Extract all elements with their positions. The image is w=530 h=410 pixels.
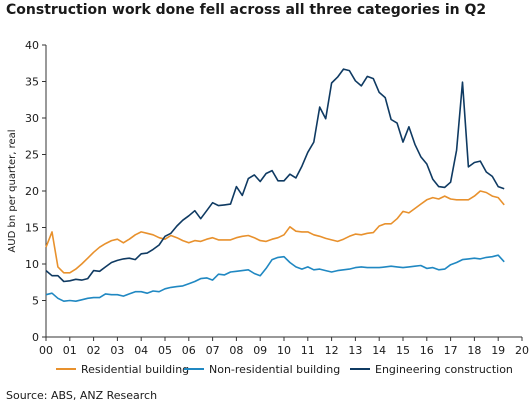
series-line-engineering-construction [45, 68, 505, 283]
y-axis-label: AUD bn per quarter, real [7, 129, 18, 252]
legend-label: Residential building [81, 363, 189, 376]
x-tick-label: 03 [110, 344, 124, 357]
x-tick-label: 10 [277, 344, 291, 357]
x-tick-label: 18 [467, 344, 481, 357]
y-tick-label: 20 [25, 185, 39, 198]
legend: Residential building Non-residential buil… [56, 363, 513, 376]
x-tick-label: 19 [491, 344, 505, 357]
x-tick-label: 08 [229, 344, 243, 357]
x-tick-label: 12 [325, 344, 339, 357]
x-tick-label: 20 [515, 344, 529, 357]
x-tick-label: 16 [420, 344, 434, 357]
y-tick-label: 25 [25, 149, 39, 162]
chart-title: Construction work done fell across all t… [6, 2, 487, 18]
y-tick-label: 0 [32, 331, 39, 344]
series-line-non-residential-building [45, 254, 505, 303]
x-tick-label: 17 [444, 344, 458, 357]
x-tick-label: 04 [134, 344, 148, 357]
x-tick-label: 13 [348, 344, 362, 357]
x-tick-label: 05 [158, 344, 172, 357]
y-tick-label: 30 [25, 112, 39, 125]
y-tick-label: 5 [32, 295, 39, 308]
legend-label: Engineering construction [375, 363, 513, 376]
x-tick-label: 14 [372, 344, 386, 357]
x-tick-label: 11 [301, 344, 315, 357]
x-tick-label: 02 [87, 344, 101, 357]
legend-label: Non-residential building [209, 363, 340, 376]
axes [42, 44, 523, 341]
series-lines [45, 68, 505, 303]
source-note: Source: ABS, ANZ Research [6, 389, 158, 402]
y-tick-label: 10 [25, 258, 39, 271]
y-tick-label: 40 [25, 39, 39, 52]
x-tick-label: 01 [63, 344, 77, 357]
x-tick-label: 00 [39, 344, 53, 357]
x-tick-label: 09 [253, 344, 267, 357]
x-tick-label: 06 [182, 344, 196, 357]
x-tick-label: 15 [396, 344, 410, 357]
series-line-residential-building [45, 190, 505, 274]
y-tick-label: 15 [25, 222, 39, 235]
y-tick-label: 35 [25, 76, 39, 89]
x-tick-label: 07 [206, 344, 220, 357]
